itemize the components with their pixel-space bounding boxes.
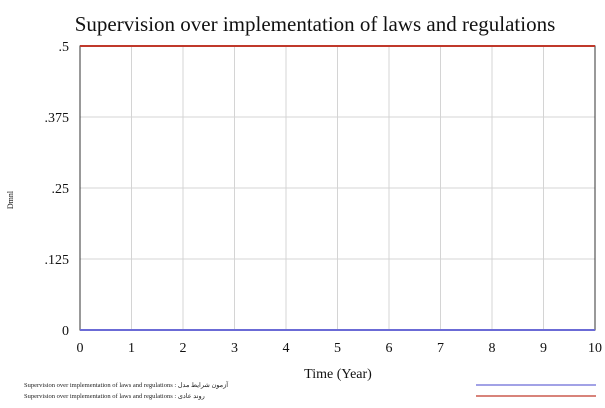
legend-label-2: Supervision over implementation of laws … bbox=[24, 392, 205, 400]
y-tick-label: .375 bbox=[45, 111, 70, 126]
y-tick-label: .5 bbox=[59, 40, 70, 55]
x-tick-label: 1 bbox=[128, 341, 135, 356]
legend-label-1: Supervision over implementation of laws … bbox=[24, 379, 229, 389]
x-tick-label: 10 bbox=[588, 341, 602, 356]
x-tick-label: 7 bbox=[437, 341, 444, 356]
y-tick-label: 0 bbox=[62, 324, 69, 339]
x-tick-label: 4 bbox=[283, 341, 290, 356]
legend: Supervision over implementation of laws … bbox=[24, 379, 596, 400]
y-tick-labels: 0 .125 .25 .375 .5 bbox=[45, 40, 70, 339]
y-axis-label: Dmnl bbox=[6, 190, 15, 209]
series-lines bbox=[80, 45, 595, 331]
y-tick-label: .125 bbox=[45, 253, 70, 268]
x-tick-label: 6 bbox=[386, 341, 393, 356]
chart-title: Supervision over implementation of laws … bbox=[75, 12, 556, 36]
x-tick-label: 3 bbox=[231, 341, 238, 356]
x-tick-label: 8 bbox=[489, 341, 496, 356]
x-tick-label: 9 bbox=[540, 341, 547, 356]
x-tick-label: 0 bbox=[77, 341, 84, 356]
x-tick-label: 2 bbox=[180, 341, 187, 356]
x-axis-label: Time (Year) bbox=[304, 367, 372, 382]
x-tick-label: 5 bbox=[334, 341, 341, 356]
x-tick-labels: 0 1 2 3 4 5 6 7 8 9 10 bbox=[77, 341, 603, 356]
y-tick-label: .25 bbox=[52, 182, 70, 197]
grid-lines bbox=[79, 45, 596, 331]
